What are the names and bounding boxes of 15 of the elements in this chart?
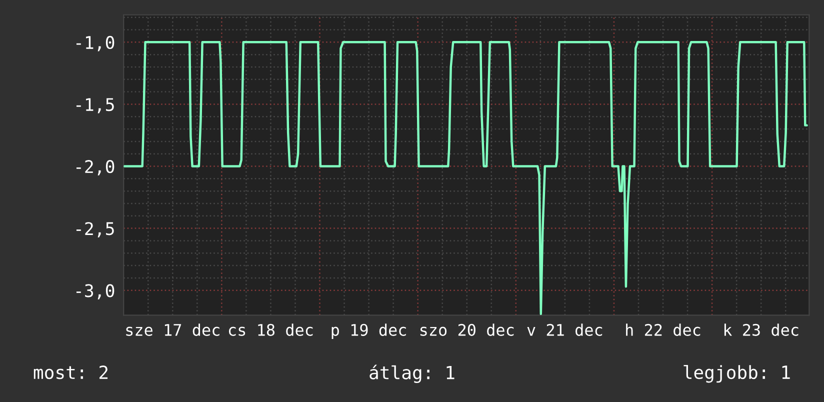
y-tick-label: -1,0 xyxy=(76,36,114,52)
y-tick-label: -2,5 xyxy=(76,222,114,238)
y-tick-label: -3,0 xyxy=(76,284,114,300)
x-tick-label: szo 20 dec xyxy=(420,324,514,336)
x-tick-label: v 21 dec xyxy=(527,324,602,336)
x-tick-label: k 23 dec xyxy=(724,324,798,336)
x-tick-label: sze 17 dec xyxy=(126,324,220,336)
text: átlag: 1 xyxy=(370,364,454,384)
x-tick-label: h 22 dec xyxy=(626,324,700,336)
y-tick-label: -1,5 xyxy=(76,98,114,114)
text: most: 2 xyxy=(34,365,108,380)
y-tick-label: -2,0 xyxy=(76,160,114,176)
text: legjobb: 1 xyxy=(684,365,790,383)
x-tick-label: cs 18 dec xyxy=(228,324,313,336)
x-tick-label: p 19 dec xyxy=(332,324,406,340)
